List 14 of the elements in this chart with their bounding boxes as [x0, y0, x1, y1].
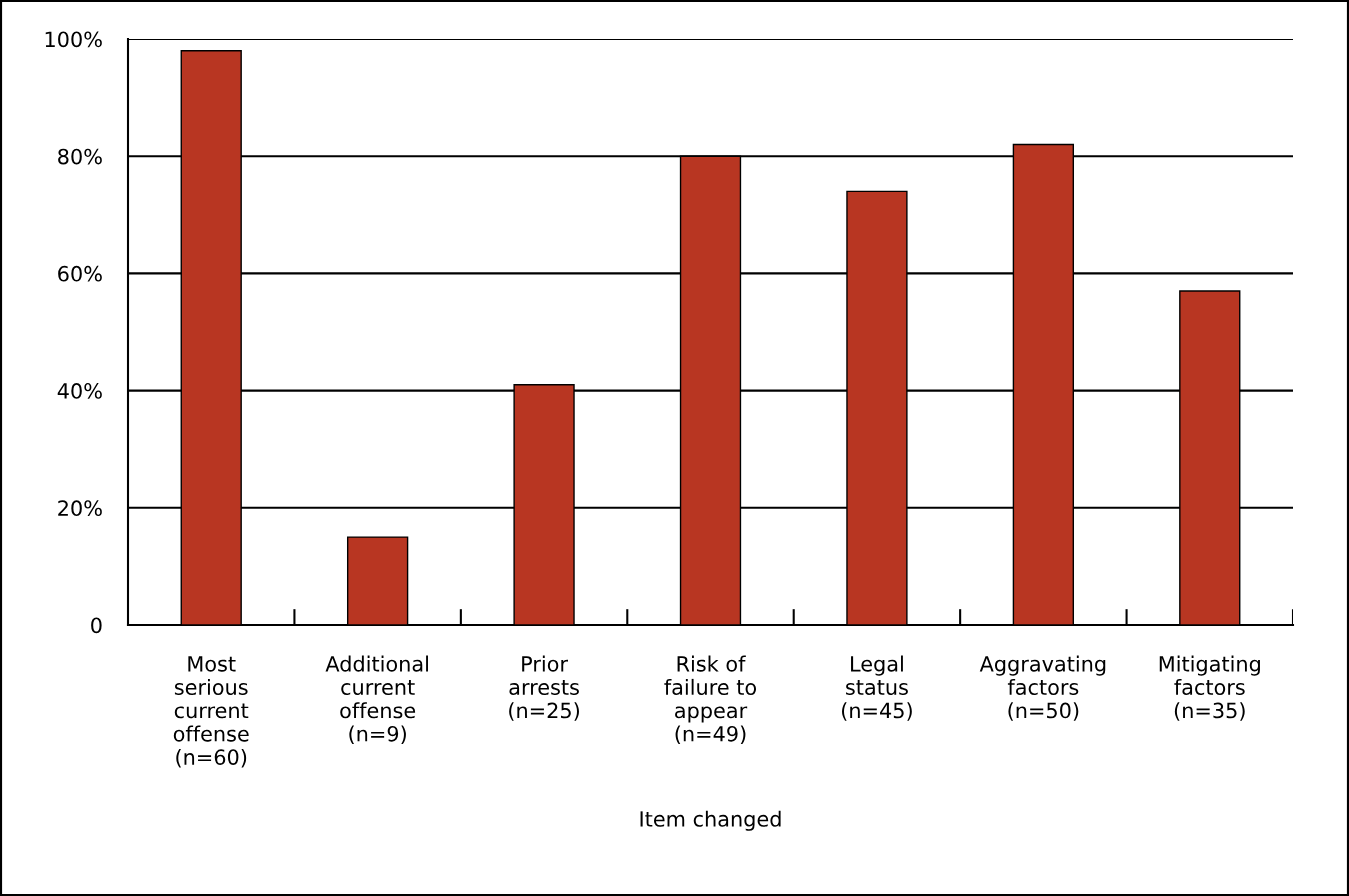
x-tick-label: Aggravating factors (n=50) — [979, 655, 1106, 721]
y-tick-label: 0 — [91, 617, 102, 634]
x-tick-label: Prior arrests (n=25) — [509, 655, 579, 721]
y-tick-label: 60% — [58, 265, 102, 282]
y-tick-label: 100% — [45, 31, 102, 48]
x-tick-label: Mitigating factors (n=35) — [1159, 655, 1260, 721]
y-tick-label: 20% — [58, 500, 102, 517]
y-tick-label: 40% — [57, 383, 102, 399]
x-tick-label: Additional current offense (n=9) — [325, 655, 428, 745]
x-axis-title: Item changed — [640, 810, 781, 831]
y-tick-label: 80% — [58, 148, 102, 165]
x-tick-label: Risk of failure to appear (n=49) — [664, 655, 757, 745]
x-tick-label: Legal status (n=45) — [842, 655, 912, 721]
x-tick-label: Most serious current offense (n=60) — [173, 656, 249, 768]
